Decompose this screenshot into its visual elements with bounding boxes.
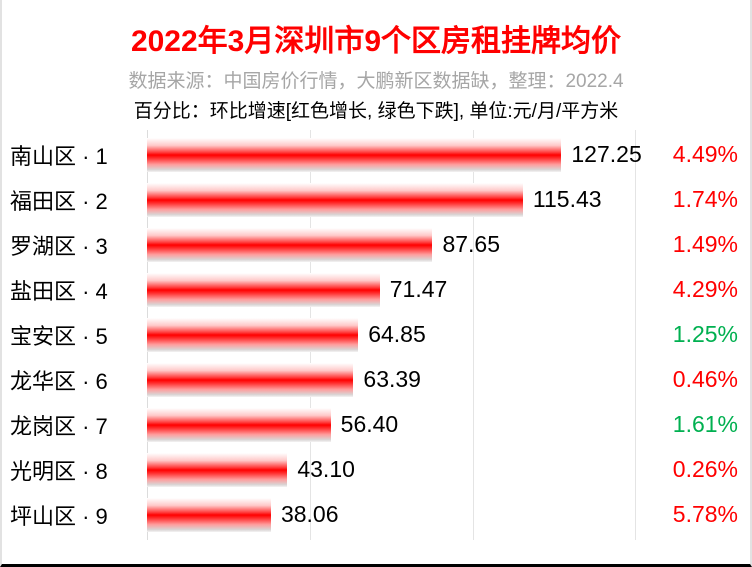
- bar: [147, 452, 288, 487]
- pct-badge: 1.74%: [672, 186, 738, 212]
- chart-row: 坪山区 · 9 38.06 5.78%: [2, 492, 750, 537]
- chart-row: 龙岗区 · 7 56.40 1.61%: [2, 402, 750, 447]
- bar: [147, 362, 354, 397]
- bar-value: 87.65: [442, 231, 500, 257]
- bar-track: 56.40: [147, 407, 642, 442]
- bar-value: 127.25: [571, 141, 642, 167]
- bar-track: 71.47: [147, 272, 642, 307]
- pct-badge: 4.49%: [672, 141, 738, 167]
- bar: [147, 407, 331, 442]
- chart-header: 2022年3月深圳市9个区房租挂牌均价 数据来源：中国房价行情，大鹏新区数据缺，…: [2, 16, 750, 123]
- pct-badge: 1.49%: [672, 231, 738, 257]
- bar: [147, 182, 523, 217]
- bar-track: 64.85: [147, 317, 642, 352]
- row-label: 龙岗区 · 7: [10, 413, 108, 439]
- bar-chart: 南山区 · 1 127.25 4.49% 福田区 · 2 115.43 1.74…: [2, 130, 750, 540]
- bar: [147, 227, 433, 262]
- row-label: 光明区 · 8: [10, 458, 108, 484]
- row-label: 福田区 · 2: [10, 188, 108, 214]
- bar-value: 43.10: [297, 456, 355, 482]
- chart-row: 龙华区 · 6 63.39 0.46%: [2, 357, 750, 402]
- pct-badge: 0.26%: [672, 456, 738, 482]
- pct-badge: 1.25%: [672, 321, 738, 347]
- bar-value: 115.43: [532, 186, 602, 212]
- chart-title: 2022年3月深圳市9个区房租挂牌均价: [130, 25, 622, 58]
- row-label: 盐田区 · 4: [10, 278, 108, 304]
- chart-row: 福田区 · 2 115.43 1.74%: [2, 177, 750, 222]
- chart-row: 宝安区 · 5 64.85 1.25%: [2, 312, 750, 357]
- pct-badge: 1.61%: [672, 411, 738, 437]
- bar-value: 56.40: [340, 411, 399, 437]
- bar: [147, 272, 380, 307]
- row-label: 罗湖区 · 3: [10, 233, 108, 259]
- bar-value: 64.85: [368, 321, 426, 347]
- bar-track: 43.10: [147, 452, 642, 487]
- chart-subtitle: 数据来源：中国房价行情，大鹏新区数据缺，整理：2022.4: [128, 71, 624, 92]
- chart-row: 南山区 · 1 127.25 4.49%: [2, 132, 750, 177]
- bar-track: 127.25: [147, 137, 642, 172]
- row-label: 坪山区 · 9: [10, 503, 108, 529]
- bar-track: 63.39: [147, 362, 642, 397]
- row-label: 龙华区 · 6: [10, 368, 108, 394]
- pct-badge: 0.46%: [672, 366, 738, 392]
- bar-value: 63.39: [363, 366, 421, 392]
- bar: [147, 137, 562, 172]
- bar: [147, 497, 271, 532]
- row-label: 南山区 · 1: [10, 143, 108, 169]
- chart-row: 罗湖区 · 3 87.65 1.49%: [2, 222, 750, 267]
- chart-rows: 南山区 · 1 127.25 4.49% 福田区 · 2 115.43 1.74…: [2, 132, 750, 537]
- chart-note: 百分比：环比增速[红色增长, 绿色下跌], 单位:元/月/平方米: [133, 101, 619, 122]
- pct-badge: 4.29%: [672, 276, 738, 302]
- bar-value: 38.06: [280, 501, 339, 527]
- bar: [147, 317, 359, 352]
- bar-value: 71.47: [389, 276, 448, 302]
- chart-row: 光明区 · 8 43.10 0.26%: [2, 447, 750, 492]
- bar-track: 87.65: [147, 227, 642, 262]
- bar-track: 38.06: [147, 497, 642, 532]
- chart-row: 盐田区 · 4 71.47 4.29%: [2, 267, 750, 312]
- pct-badge: 5.78%: [672, 501, 738, 527]
- row-label: 宝安区 · 5: [10, 323, 108, 349]
- bar-track: 115.43: [147, 182, 642, 217]
